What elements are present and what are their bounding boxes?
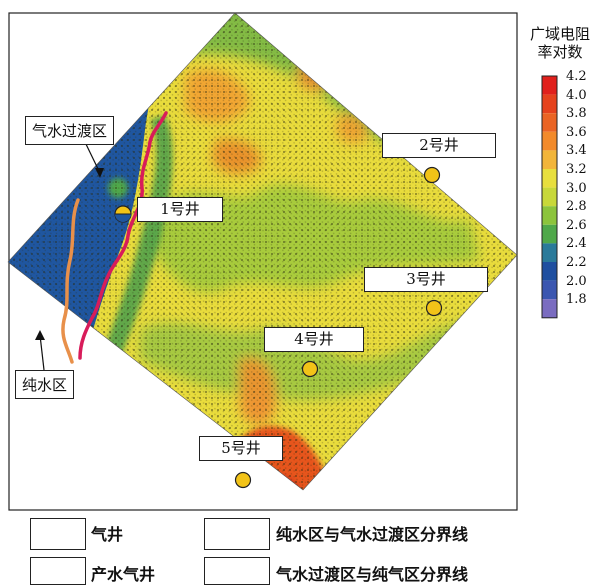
colorbar-swatch xyxy=(542,243,557,262)
transition-gas-boundary-line xyxy=(78,111,168,360)
colorbar-swatch xyxy=(542,131,557,151)
colorbar-tick-label: 3.0 xyxy=(566,180,587,196)
legend-water-boundary-box xyxy=(204,518,270,550)
well-1-label: 1号井 xyxy=(137,197,223,222)
colorbar-swatch xyxy=(542,280,557,300)
transition-zone-pointer-arrow xyxy=(95,168,104,178)
well-2-marker[interactable] xyxy=(423,166,441,184)
legend-water-well-box xyxy=(30,557,86,585)
well-3-label: 3号井 xyxy=(364,267,488,292)
colorbar-swatch xyxy=(542,113,557,132)
well-1-marker[interactable] xyxy=(114,205,132,223)
colorbar-tick-label: 3.6 xyxy=(566,124,587,140)
colorbar-tick-label: 3.8 xyxy=(566,106,587,122)
colorbar-tick-label: 4.2 xyxy=(566,69,587,84)
transition-zone-pointer xyxy=(83,139,101,174)
well-2-label: 2号井 xyxy=(382,133,496,158)
legend-gas-boundary-label: 气水过渡区与纯气区分界线 xyxy=(276,565,469,584)
colorbar-swatch xyxy=(542,187,557,207)
colorbar-swatch xyxy=(542,169,557,188)
well-4-marker[interactable] xyxy=(301,360,319,378)
well-3-marker[interactable] xyxy=(425,299,443,317)
colorbar-tick-label: 3.2 xyxy=(566,162,587,177)
well-5-marker[interactable] xyxy=(234,471,252,489)
colorbar-tick-label: 2.0 xyxy=(566,273,587,289)
colorbar-title: 广域电阻 率对数 xyxy=(522,25,598,61)
colorbar-swatch xyxy=(542,76,557,95)
colorbar-frame xyxy=(541,75,558,319)
colorbar-tick-label: 1.8 xyxy=(566,292,587,308)
colorbar-swatch xyxy=(542,206,557,225)
colorbar-swatch xyxy=(542,299,557,318)
colorbar-swatch xyxy=(542,94,557,114)
legend-water-boundary-label: 纯水区与气水过渡区分界线 xyxy=(276,525,469,544)
colorbar-swatch xyxy=(542,150,557,169)
legend-gas-well-box xyxy=(30,518,86,550)
survey-area-outline xyxy=(7,12,518,491)
pure-water-zone-pointer xyxy=(39,334,45,371)
colorbar-tick-label: 2.6 xyxy=(566,217,587,233)
colorbar-tick-label: 2.2 xyxy=(566,255,587,270)
colorbar xyxy=(541,75,558,319)
colorbar-swatch xyxy=(542,262,557,281)
colorbar-tick-label: 2.8 xyxy=(566,199,587,215)
colorbar-swatch xyxy=(542,224,557,244)
pure-water-zone-label: 纯水区 xyxy=(15,370,75,399)
well-5-label: 5号井 xyxy=(199,436,283,461)
legend-gas-well-label: 气井 xyxy=(91,525,124,544)
colorbar-title-line2: 率对数 xyxy=(537,43,583,61)
colorbar-tick-label: 2.4 xyxy=(566,236,587,252)
colorbar-tick-label: 3.4 xyxy=(566,143,587,159)
transition-zone-label: 气水过渡区 xyxy=(25,116,115,145)
legend-gas-boundary-box xyxy=(204,557,270,585)
pure-water-zone-pointer-arrow xyxy=(35,330,45,340)
water-transition-boundary-line xyxy=(61,198,80,364)
well-4-label: 4号井 xyxy=(264,327,364,352)
colorbar-tick-label: 4.0 xyxy=(566,87,587,103)
legend-water-well-label: 产水气井 xyxy=(91,565,156,584)
colorbar-title-line1: 广域电阻 xyxy=(529,25,590,43)
